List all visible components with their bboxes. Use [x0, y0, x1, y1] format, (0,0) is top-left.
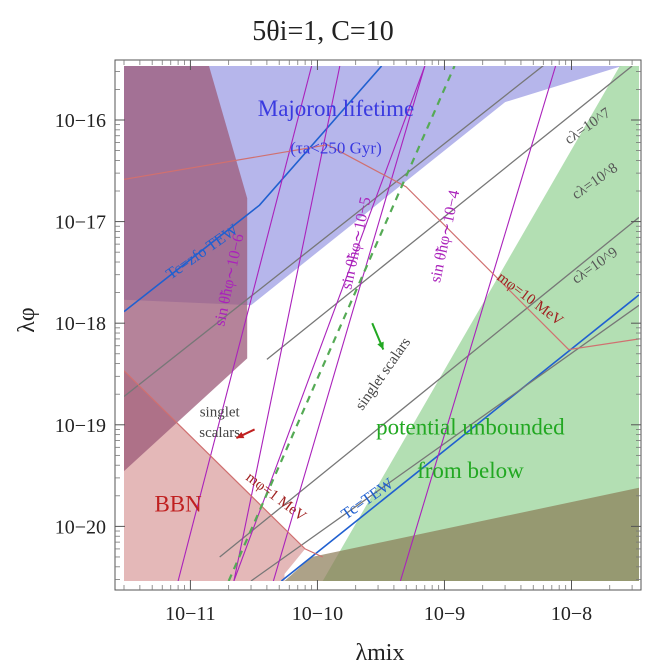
annotation-label: singlet [200, 405, 241, 421]
line-m1 [124, 370, 323, 558]
plot-regions [124, 66, 639, 581]
x-tick-label: 10−8 [551, 603, 592, 625]
line-sin3 [399, 66, 557, 581]
y-tick-label: 10−18 [55, 313, 106, 335]
axis-ticks: 10−11 10−10 10−9 10−8 10−20 10−19 10−18 10−17 10… [55, 60, 641, 625]
line-m10 [124, 144, 639, 351]
arrow-head [377, 341, 384, 350]
region-majoron [124, 66, 639, 306]
region-left [124, 66, 248, 472]
y-axis-label: λφ [14, 307, 40, 333]
x-tick-label: 10−9 [424, 603, 465, 625]
line-c8 [219, 216, 639, 558]
region-bottom [284, 487, 639, 581]
chart-title: 5θi=1, C=10 [252, 16, 393, 47]
y-tick-label: 10−17 [55, 212, 106, 234]
line-sin-low [233, 66, 341, 581]
annotation-label: from below [417, 458, 524, 483]
x-tick-label: 10−11 [165, 603, 216, 625]
line-c9 [250, 304, 639, 581]
annotation-label: scalars [199, 425, 240, 441]
line-c7 [266, 66, 633, 360]
line-sin4 [272, 66, 426, 581]
annotation-label: sin θ̃hφ∼10−4 [427, 189, 463, 284]
annotation-label: Majoron lifetime [258, 96, 415, 121]
annotation-label: BBN [154, 492, 202, 517]
plot-lines [124, 66, 639, 581]
arrow-head [236, 431, 245, 439]
region-unbounded [322, 66, 639, 581]
line-tc-ew [280, 294, 639, 581]
y-tick-label: 10−16 [55, 110, 106, 132]
x-axis-label: λmix [356, 640, 405, 666]
annotation-label: potential unbounded [376, 415, 565, 440]
y-tick-label: 10−20 [55, 516, 106, 538]
line-tc-fo [124, 66, 383, 313]
x-tick-label: 10−10 [292, 603, 343, 625]
annotation-label: (τa<250 Gyr) [290, 138, 381, 157]
line-c-extra [124, 66, 544, 398]
y-tick-label: 10−19 [55, 415, 106, 437]
line-singlet-green [227, 66, 456, 581]
